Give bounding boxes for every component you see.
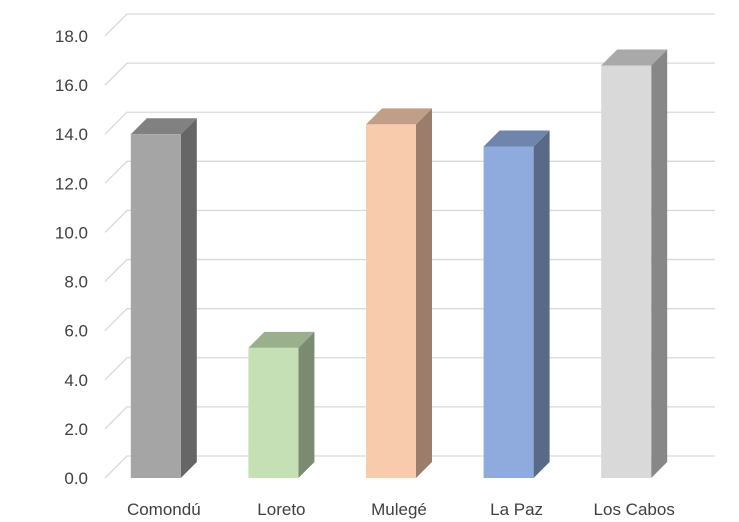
y-tick-label: 4.0 bbox=[64, 371, 88, 390]
bar-side-face bbox=[298, 331, 315, 478]
bar bbox=[483, 130, 550, 478]
bar-top-face bbox=[366, 108, 432, 125]
y-tick-label: 10.0 bbox=[55, 223, 88, 242]
bar-top-face bbox=[130, 118, 197, 135]
bars bbox=[130, 49, 668, 479]
y-tick-label: 6.0 bbox=[64, 322, 88, 341]
grid-layer bbox=[104, 13, 715, 479]
y-tick-label: 0.0 bbox=[64, 469, 88, 488]
bar bbox=[601, 49, 668, 478]
x-axis-categories: Comondú Loreto Mulegé La Paz Los Cabos bbox=[127, 500, 675, 519]
bar-front-face bbox=[483, 146, 534, 478]
y-tick-label: 8.0 bbox=[64, 273, 88, 292]
bar-side-face bbox=[416, 108, 432, 479]
x-category-label: Loreto bbox=[257, 500, 305, 519]
y-tick-label: 12.0 bbox=[55, 174, 88, 193]
bar-side-face bbox=[180, 118, 197, 478]
bar bbox=[130, 118, 197, 478]
y-tick-label: 18.0 bbox=[55, 27, 88, 46]
bar-side-face bbox=[533, 130, 550, 478]
x-category-label: Mulegé bbox=[371, 500, 427, 519]
bar-front-face bbox=[601, 65, 652, 478]
bar bbox=[248, 331, 315, 478]
gridline bbox=[104, 62, 715, 86]
gridline bbox=[104, 111, 715, 135]
bar-top-face bbox=[248, 331, 315, 348]
x-category-label: Comondú bbox=[127, 500, 201, 519]
bar-front-face bbox=[366, 124, 416, 479]
x-category-label: Los Cabos bbox=[594, 500, 675, 519]
bar-front-face bbox=[130, 134, 181, 478]
y-tick-label: 2.0 bbox=[64, 420, 88, 439]
y-tick-label: 14.0 bbox=[55, 125, 88, 144]
bar-side-face bbox=[651, 49, 668, 478]
bar-top-face bbox=[601, 49, 668, 66]
gridline bbox=[104, 13, 715, 37]
y-tick-label: 16.0 bbox=[55, 76, 88, 95]
y-axis-ticks: 0.0 2.0 4.0 6.0 8.0 10.0 12.0 14.0 16.0 18.0 bbox=[55, 27, 88, 488]
bar-front-face bbox=[248, 347, 299, 478]
bar bbox=[366, 108, 432, 479]
bar-top-face bbox=[483, 130, 550, 147]
x-category-label: La Paz bbox=[490, 500, 543, 519]
